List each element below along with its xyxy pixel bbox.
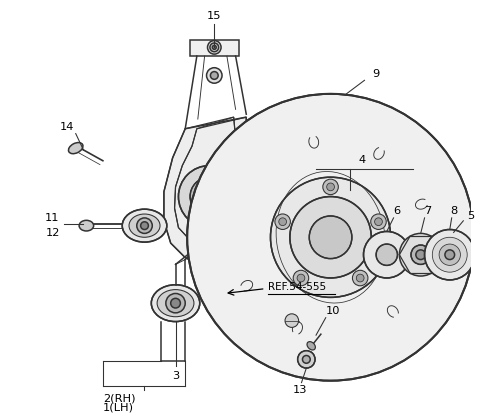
Circle shape bbox=[285, 314, 299, 327]
Circle shape bbox=[275, 214, 290, 229]
Circle shape bbox=[212, 45, 216, 49]
Circle shape bbox=[210, 71, 218, 79]
Ellipse shape bbox=[122, 209, 167, 242]
Circle shape bbox=[380, 286, 391, 298]
Ellipse shape bbox=[215, 295, 228, 305]
Circle shape bbox=[207, 41, 221, 54]
Ellipse shape bbox=[307, 342, 315, 350]
Text: 13: 13 bbox=[292, 386, 307, 395]
Circle shape bbox=[179, 166, 240, 227]
Text: 1(LH): 1(LH) bbox=[103, 403, 134, 413]
Text: 4: 4 bbox=[359, 155, 366, 165]
Ellipse shape bbox=[69, 143, 83, 154]
Circle shape bbox=[352, 270, 368, 286]
Circle shape bbox=[445, 250, 455, 259]
Circle shape bbox=[374, 226, 452, 303]
Text: 9: 9 bbox=[372, 68, 380, 78]
Ellipse shape bbox=[129, 214, 160, 237]
Circle shape bbox=[416, 250, 426, 259]
Text: 3: 3 bbox=[172, 371, 179, 381]
Circle shape bbox=[399, 251, 427, 278]
Circle shape bbox=[386, 237, 440, 292]
Text: 14: 14 bbox=[60, 122, 74, 132]
Circle shape bbox=[434, 231, 446, 243]
Text: 10: 10 bbox=[326, 306, 341, 316]
Circle shape bbox=[298, 351, 315, 368]
Circle shape bbox=[187, 94, 474, 381]
Text: 15: 15 bbox=[207, 11, 222, 21]
Circle shape bbox=[376, 244, 397, 265]
Polygon shape bbox=[164, 117, 263, 267]
Text: 2(RH): 2(RH) bbox=[103, 393, 135, 403]
Ellipse shape bbox=[151, 285, 200, 322]
Circle shape bbox=[425, 229, 475, 280]
Ellipse shape bbox=[157, 290, 194, 317]
Ellipse shape bbox=[438, 241, 450, 253]
Circle shape bbox=[327, 183, 335, 191]
Circle shape bbox=[309, 190, 391, 271]
Circle shape bbox=[290, 197, 371, 278]
Circle shape bbox=[439, 244, 460, 265]
Circle shape bbox=[309, 216, 352, 259]
Circle shape bbox=[434, 286, 446, 298]
Circle shape bbox=[166, 293, 185, 313]
Circle shape bbox=[362, 214, 463, 315]
Circle shape bbox=[323, 179, 338, 195]
Text: REF.54-555: REF.54-555 bbox=[267, 282, 326, 292]
Circle shape bbox=[356, 274, 364, 282]
Circle shape bbox=[411, 245, 431, 264]
Circle shape bbox=[206, 68, 222, 83]
Circle shape bbox=[371, 214, 386, 229]
Circle shape bbox=[374, 218, 383, 226]
Circle shape bbox=[302, 356, 310, 363]
Circle shape bbox=[171, 298, 180, 308]
Text: 11: 11 bbox=[45, 213, 60, 223]
Text: 6: 6 bbox=[393, 206, 400, 216]
Circle shape bbox=[190, 177, 229, 216]
Text: 5: 5 bbox=[467, 211, 474, 221]
Circle shape bbox=[432, 237, 467, 272]
Circle shape bbox=[406, 258, 420, 271]
Circle shape bbox=[279, 218, 287, 226]
Ellipse shape bbox=[79, 220, 94, 231]
Circle shape bbox=[137, 218, 152, 233]
Circle shape bbox=[210, 43, 219, 52]
Circle shape bbox=[399, 233, 442, 276]
Circle shape bbox=[293, 270, 309, 286]
Circle shape bbox=[380, 231, 391, 243]
Circle shape bbox=[318, 198, 382, 262]
Polygon shape bbox=[190, 39, 239, 56]
Circle shape bbox=[297, 274, 305, 282]
Text: 8: 8 bbox=[450, 206, 457, 216]
Text: 7: 7 bbox=[424, 206, 431, 216]
Circle shape bbox=[141, 222, 148, 229]
Text: 12: 12 bbox=[45, 228, 60, 238]
Circle shape bbox=[363, 232, 410, 278]
Circle shape bbox=[271, 177, 391, 298]
